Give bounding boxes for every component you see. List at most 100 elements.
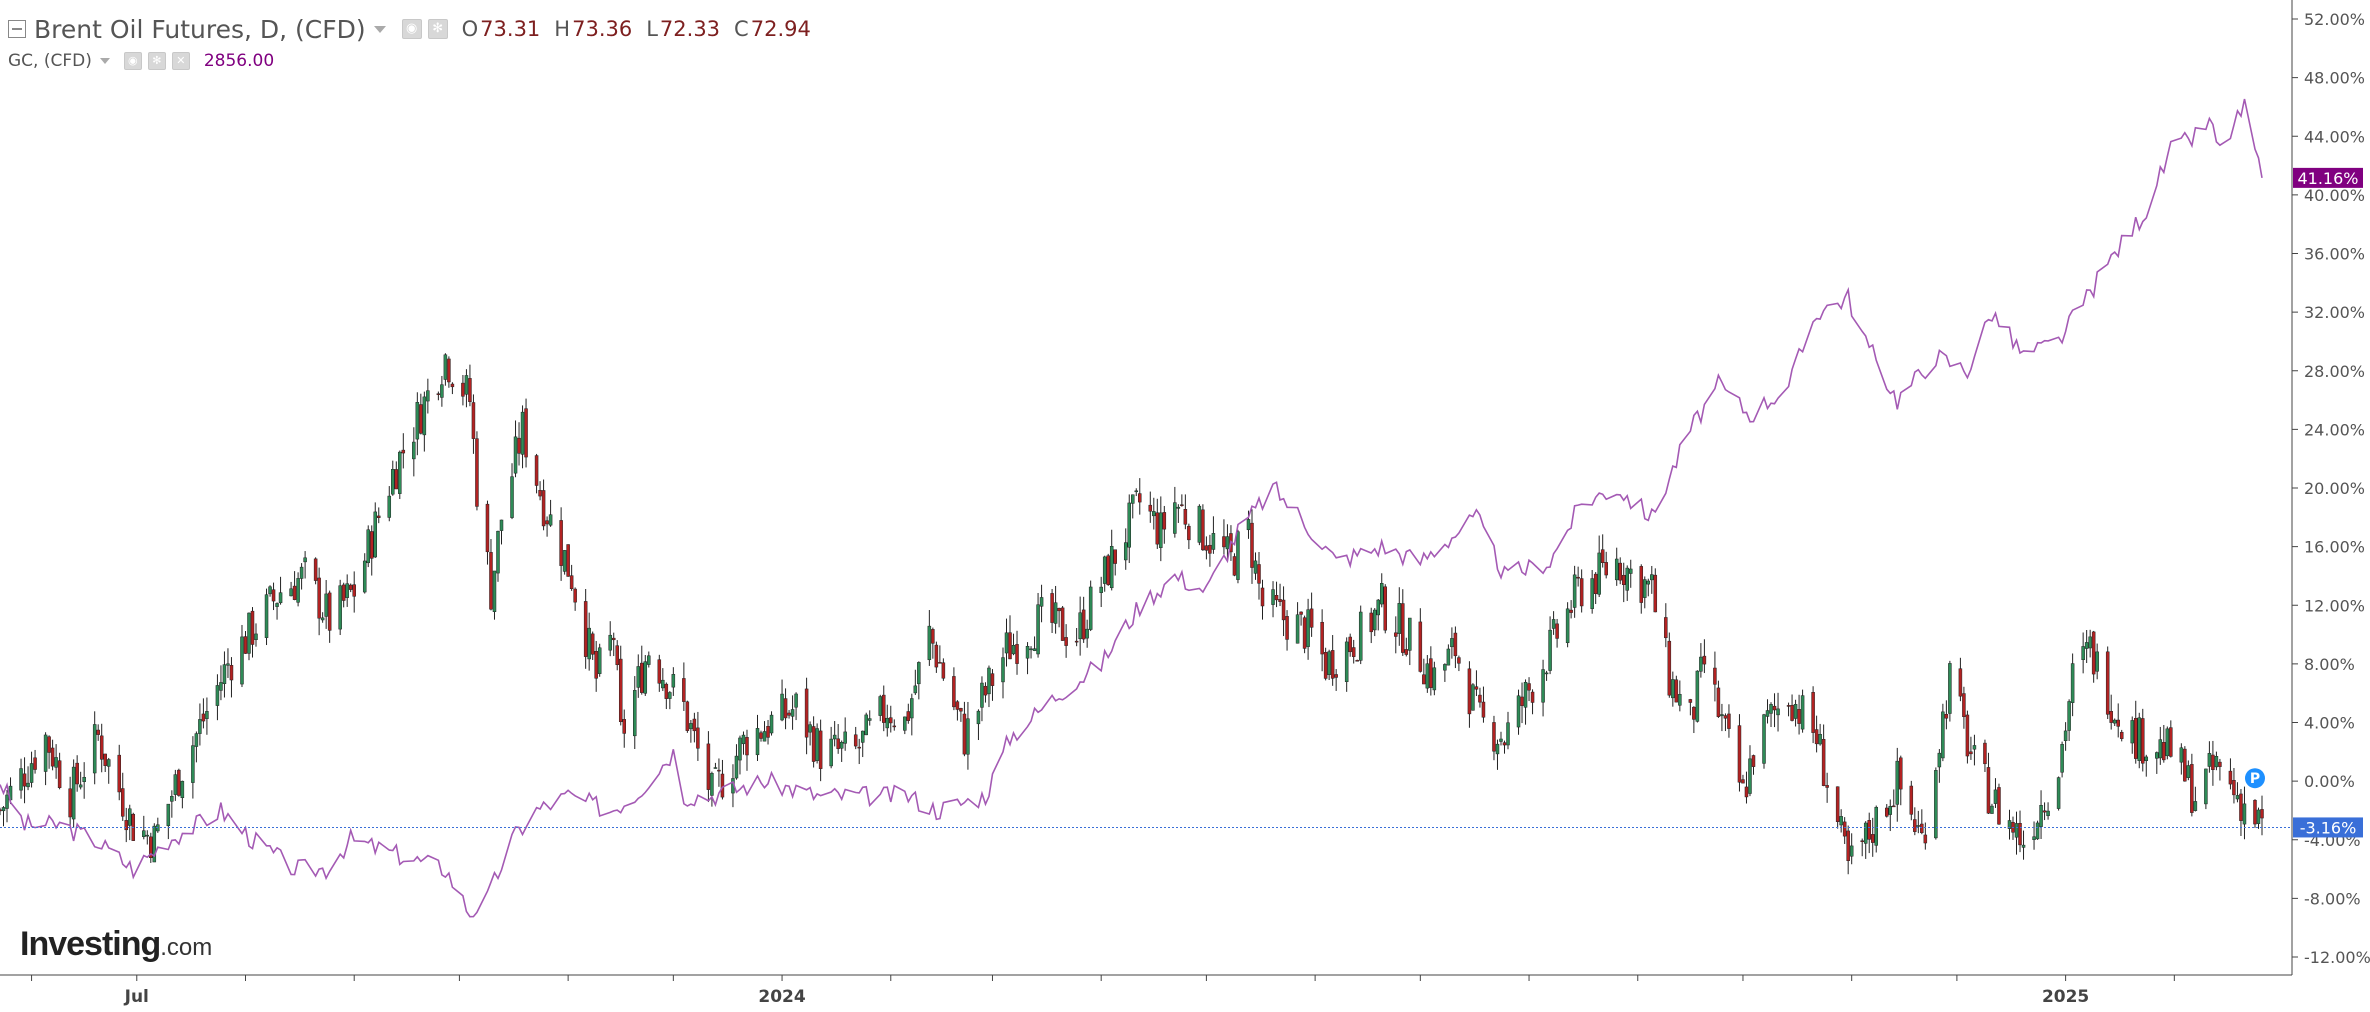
candle-body bbox=[1625, 567, 1629, 591]
candle-body bbox=[962, 713, 967, 755]
y-tick-label: -8.00% bbox=[2304, 889, 2361, 908]
candle-body bbox=[0, 809, 2, 812]
y-tick-label: 36.00% bbox=[2304, 245, 2365, 264]
candle-body bbox=[92, 724, 97, 774]
candle-body bbox=[33, 757, 37, 770]
candle-body bbox=[275, 603, 279, 607]
candle-body bbox=[1874, 806, 1878, 846]
candle-body bbox=[643, 661, 648, 694]
chevron-down-icon[interactable] bbox=[373, 25, 386, 33]
y-tick-label: 8.00% bbox=[2304, 655, 2355, 674]
candle-body bbox=[1173, 502, 1177, 534]
candle-body bbox=[1344, 641, 1349, 682]
candle-body bbox=[587, 627, 591, 660]
candle-body bbox=[811, 726, 816, 762]
candle-body bbox=[1053, 602, 1058, 624]
compare-series-value: 2856.00 bbox=[203, 51, 275, 71]
candle-body bbox=[1818, 734, 1822, 745]
candle-body bbox=[1790, 704, 1794, 721]
candle-body bbox=[1793, 704, 1798, 719]
candle-body bbox=[685, 701, 690, 731]
candle-body bbox=[843, 731, 847, 744]
candle-body bbox=[524, 408, 528, 458]
chevron-down-icon[interactable] bbox=[99, 58, 110, 64]
candle-body bbox=[878, 696, 883, 716]
close-icon[interactable]: ✕ bbox=[171, 52, 190, 70]
candle-body bbox=[1309, 608, 1314, 628]
candle-body bbox=[910, 698, 914, 719]
candle-body bbox=[2242, 803, 2247, 825]
candle-body bbox=[1695, 670, 1700, 722]
candle-body bbox=[1499, 738, 1503, 742]
candle-body bbox=[1334, 674, 1338, 678]
candle-body bbox=[538, 490, 542, 497]
candle-body bbox=[1232, 556, 1237, 576]
candle-body bbox=[2228, 770, 2233, 785]
candle-body bbox=[615, 645, 619, 666]
candle-body bbox=[857, 746, 861, 749]
candle-body bbox=[1653, 574, 1658, 613]
candle-body bbox=[1050, 593, 1054, 623]
candle-body bbox=[1379, 583, 1384, 605]
candle-body bbox=[1909, 785, 1914, 815]
candle-body bbox=[1664, 617, 1668, 639]
candle-body bbox=[1253, 560, 1258, 574]
candle-body bbox=[1962, 693, 1966, 717]
candle-body bbox=[1983, 742, 1987, 765]
candle-body bbox=[271, 589, 276, 602]
gc-last-value-badge bbox=[2293, 167, 2363, 188]
candle-body bbox=[1713, 667, 1717, 685]
candle-body bbox=[853, 734, 858, 747]
eye-icon[interactable]: ◉ bbox=[123, 52, 142, 70]
pivot-marker[interactable] bbox=[2244, 768, 2265, 789]
candle-body bbox=[1471, 684, 1475, 711]
candle-body bbox=[1888, 805, 1893, 815]
candle-body bbox=[713, 767, 718, 769]
y-tick-label: 52.00% bbox=[2304, 10, 2365, 29]
gear-icon[interactable]: ✻ bbox=[147, 52, 166, 70]
candle-body bbox=[250, 610, 255, 645]
collapse-legend-icon[interactable] bbox=[8, 20, 26, 38]
candle-body bbox=[2116, 719, 2120, 727]
candle-body bbox=[303, 557, 307, 563]
candle-body bbox=[2239, 793, 2243, 821]
candle-body bbox=[1011, 644, 1016, 655]
candle-body bbox=[292, 585, 297, 600]
candle-body bbox=[931, 629, 935, 644]
candle-body bbox=[1934, 770, 1938, 839]
candle-body bbox=[1401, 603, 1405, 653]
candle-body bbox=[1443, 664, 1447, 671]
gear-icon[interactable]: ✻ bbox=[427, 19, 448, 39]
candle-body bbox=[2039, 805, 2043, 827]
candle-body bbox=[2081, 646, 2085, 661]
candle-body bbox=[243, 636, 248, 654]
candle-body bbox=[1422, 674, 1426, 685]
candle-body bbox=[633, 690, 637, 737]
compare-series-title[interactable]: GC, (CFD) bbox=[8, 51, 92, 71]
candle-body bbox=[1383, 586, 1388, 631]
eye-icon[interactable]: ◉ bbox=[401, 19, 422, 39]
y-tick-label: 44.00% bbox=[2304, 127, 2365, 146]
candle-body bbox=[2035, 822, 2040, 840]
candle-body bbox=[1885, 807, 1889, 817]
candle-body bbox=[96, 729, 100, 735]
candle-body bbox=[569, 575, 574, 590]
candle-body bbox=[885, 717, 890, 729]
candle-body bbox=[720, 773, 725, 798]
candle-body bbox=[1600, 549, 1605, 563]
candle-body bbox=[2183, 748, 2187, 782]
candle-body bbox=[1916, 825, 1921, 827]
candle-body bbox=[71, 766, 76, 820]
main-series-title[interactable]: Brent Oil Futures, D, (CFD) bbox=[34, 14, 366, 44]
y-tick-label: 24.00% bbox=[2304, 420, 2365, 439]
candle-body bbox=[990, 673, 995, 686]
candle-body bbox=[1295, 614, 1300, 644]
candle-body bbox=[1162, 512, 1167, 530]
candle-body bbox=[2256, 809, 2261, 824]
candle-body bbox=[1281, 599, 1286, 621]
candle-body bbox=[1222, 536, 1226, 548]
candle-body bbox=[422, 396, 427, 436]
candle-body bbox=[1250, 522, 1254, 568]
